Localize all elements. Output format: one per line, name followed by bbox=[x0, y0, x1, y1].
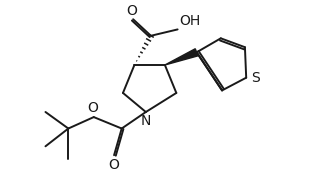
Text: O: O bbox=[126, 4, 137, 18]
Text: OH: OH bbox=[180, 14, 201, 28]
Polygon shape bbox=[165, 49, 198, 65]
Text: S: S bbox=[251, 71, 260, 85]
Text: O: O bbox=[87, 100, 98, 114]
Text: N: N bbox=[140, 114, 150, 128]
Text: O: O bbox=[109, 158, 119, 172]
